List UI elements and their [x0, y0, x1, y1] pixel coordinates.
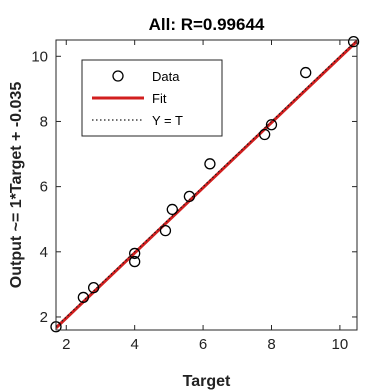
data-point — [258, 128, 271, 141]
data-point — [347, 35, 360, 48]
legend: Data Fit Y = T — [81, 59, 223, 137]
x-tick-label: 4 — [130, 336, 138, 353]
x-tick-label: 6 — [199, 336, 207, 353]
x-tick-label: 2 — [62, 336, 70, 353]
legend-marker-data — [112, 70, 124, 82]
legend-label: Fit — [152, 91, 167, 106]
axes-box — [55, 39, 358, 331]
data-point — [159, 224, 172, 237]
identity-line — [56, 40, 357, 328]
y-tick-label: 8 — [40, 113, 48, 130]
lines-group — [56, 40, 357, 329]
chart-title: All: R=0.99644 — [149, 15, 265, 34]
y-tick-label: 4 — [40, 244, 48, 261]
x-axis-label: Target — [183, 373, 231, 390]
legend-label: Data — [152, 69, 180, 84]
x-tick-label: 10 — [332, 336, 349, 353]
x-tick-label: 8 — [267, 336, 275, 353]
y-tick-label: 10 — [31, 48, 48, 65]
y-tick-label: 2 — [40, 309, 48, 326]
data-point — [129, 247, 141, 260]
data-point — [87, 281, 100, 294]
data-point — [166, 203, 178, 216]
axes: 2 4 6 8 10 2 4 6 8 10 — [31, 39, 358, 353]
legend-label: Y = T — [152, 113, 183, 128]
data-point — [204, 158, 216, 170]
fit-line — [56, 40, 357, 329]
data-point — [77, 291, 90, 304]
data-point — [183, 190, 196, 203]
data-point — [300, 66, 312, 79]
data-point — [129, 255, 141, 268]
y-axis-label: Output ~= 1*Target + -0.035 — [8, 82, 25, 289]
y-tick-label: 6 — [40, 179, 48, 196]
data-point — [265, 119, 278, 131]
plot-area — [50, 35, 360, 333]
